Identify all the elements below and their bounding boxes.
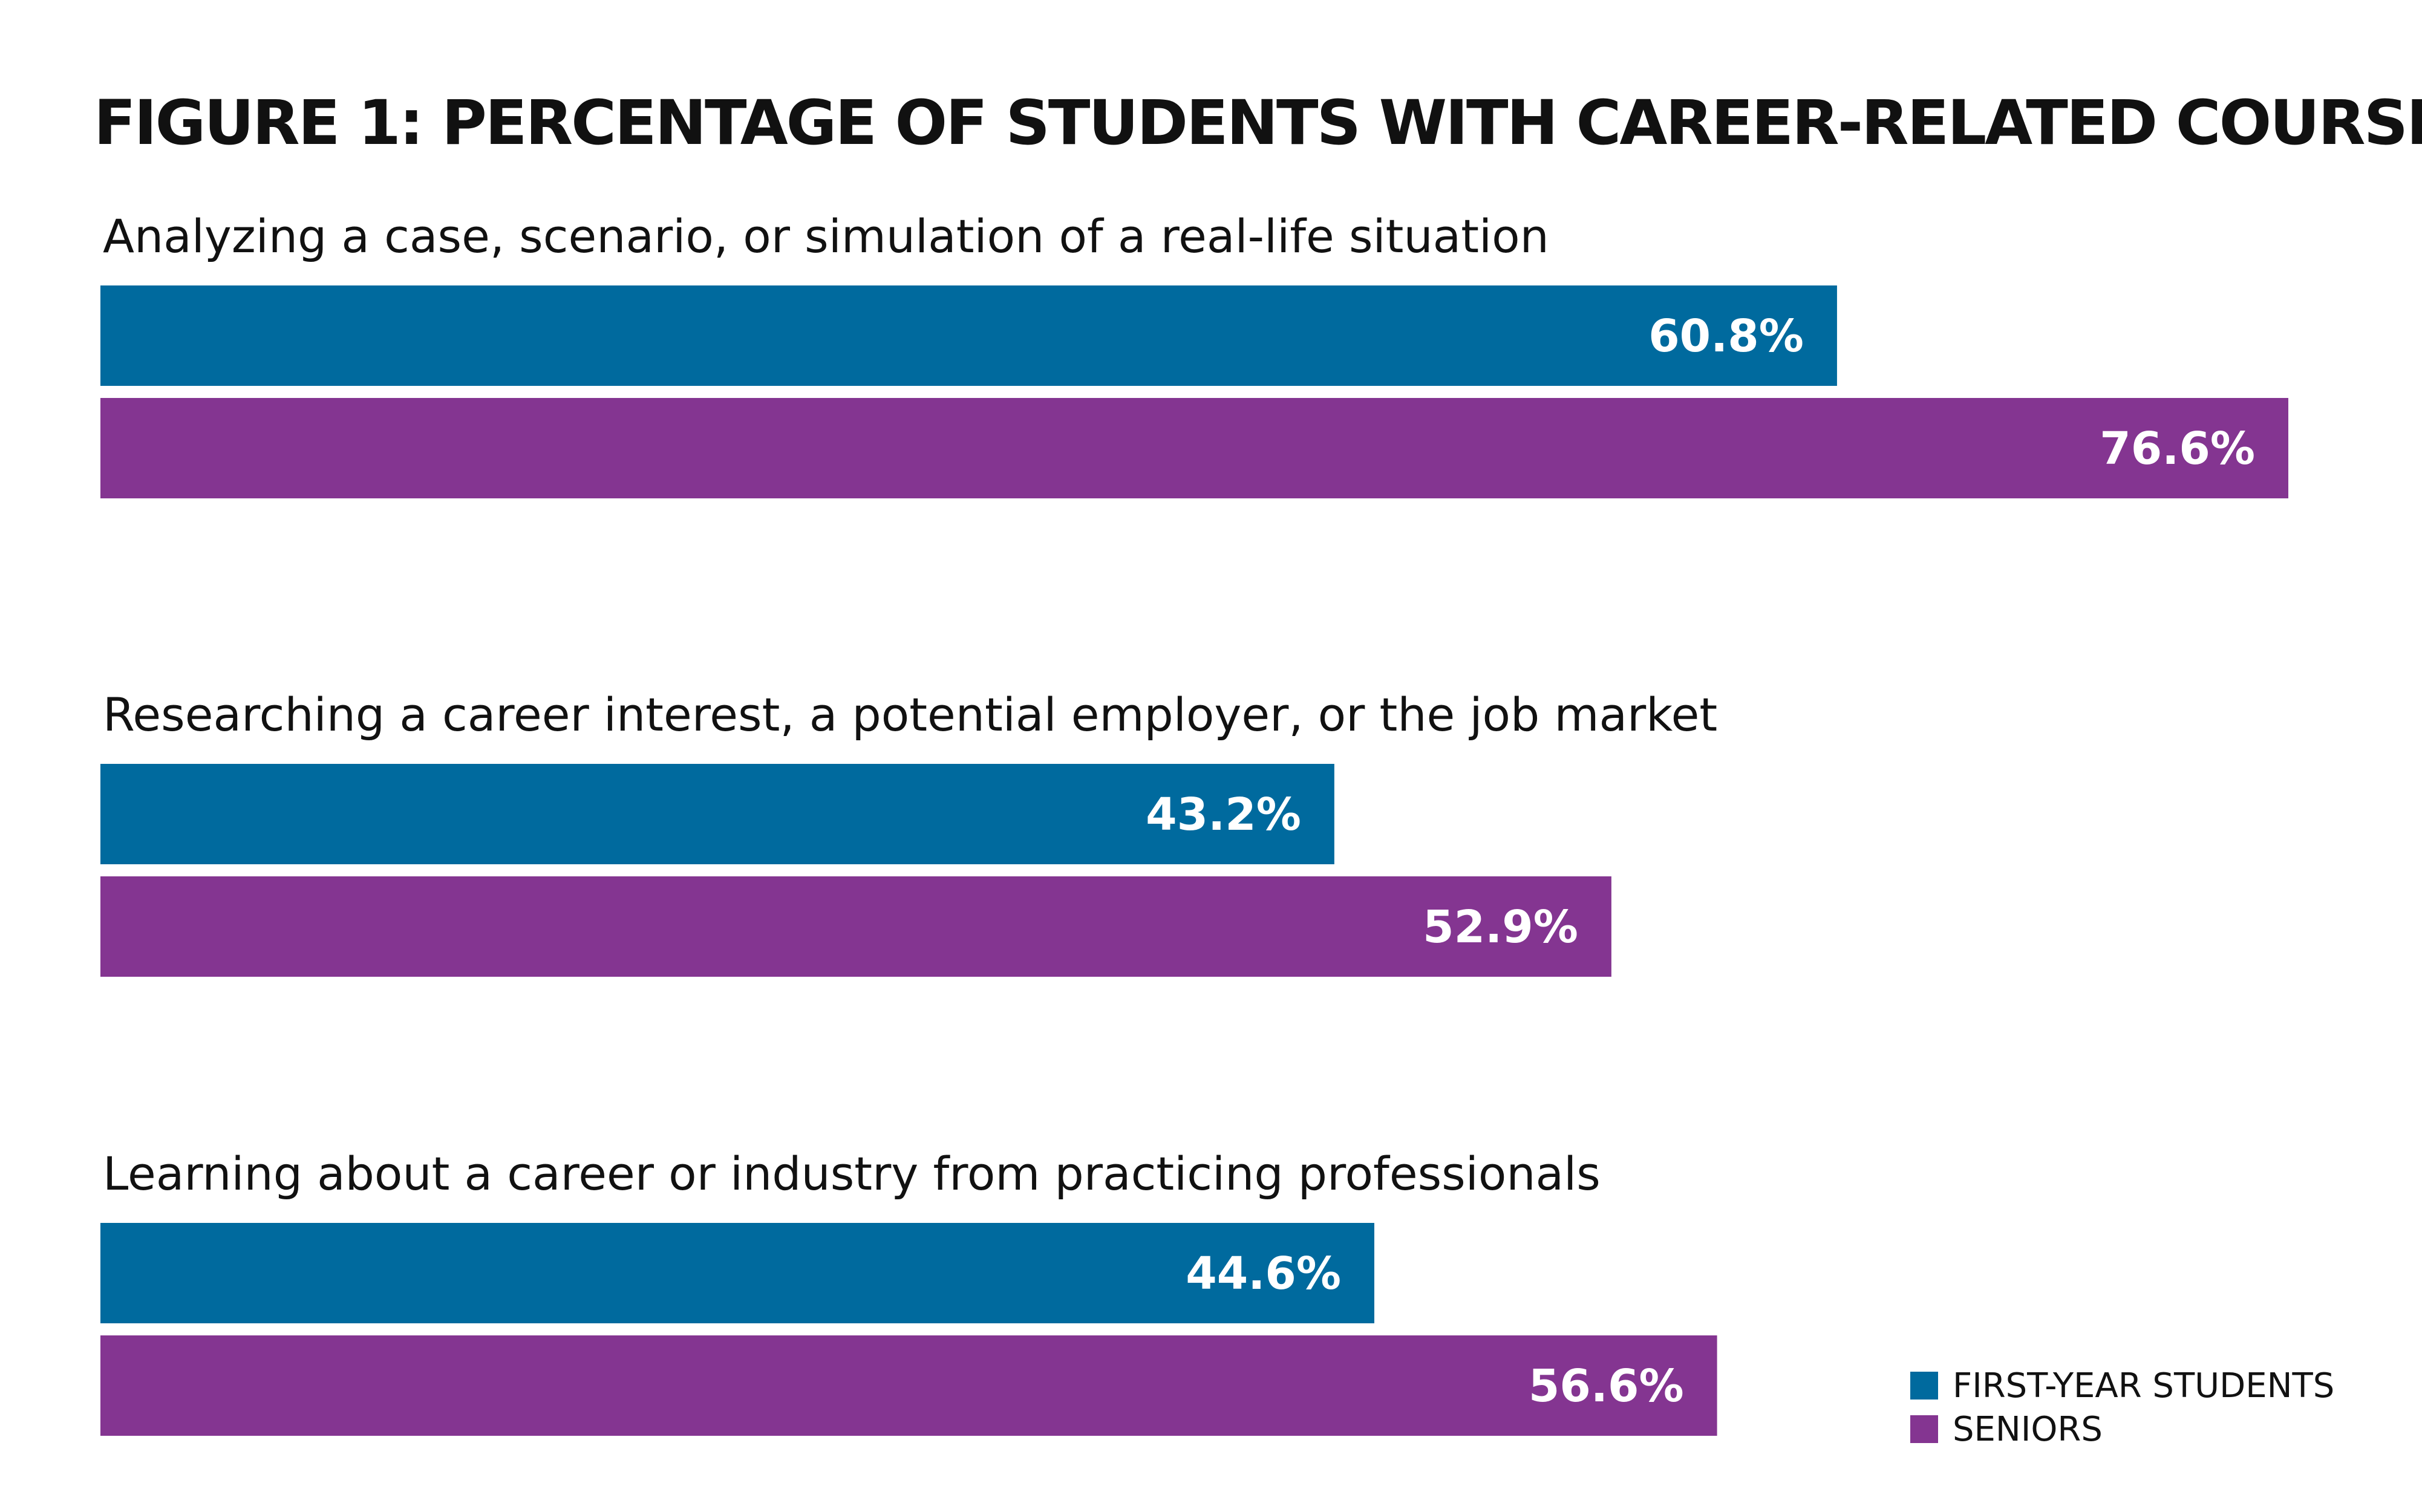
category-group: Researching a career interest, a potenti… [100,688,1717,977]
bars-layer: Analyzing a case, scenario, or simulatio… [100,209,2288,1436]
legend-swatch [1910,1415,1938,1443]
legend-label: FIRST-YEAR STUDENTS [1953,1366,2334,1406]
value-label: 44.6% [1186,1248,1341,1300]
bar-seniors [100,398,2288,498]
bar-first-year [100,764,1334,864]
value-label: 56.6% [1529,1360,1684,1412]
value-label: 52.9% [1423,901,1578,953]
value-label: 60.8% [1648,310,1804,362]
bar-first-year [100,1223,1374,1323]
value-label: 43.2% [1146,789,1301,841]
legend-item: SENIORS [1910,1410,2103,1449]
bar-seniors [100,1335,1717,1436]
category-group: Learning about a career or industry from… [100,1147,1717,1436]
value-label: 76.6% [2100,423,2255,475]
legend-swatch [1910,1372,1938,1400]
category-group: Analyzing a case, scenario, or simulatio… [100,209,2288,498]
bar-seniors [100,876,1611,977]
legend-item: FIRST-YEAR STUDENTS [1910,1366,2334,1406]
category-label: Analyzing a case, scenario, or simulatio… [103,209,1549,263]
legend: FIRST-YEAR STUDENTS SENIORS [1910,1366,2334,1449]
legend-label: SENIORS [1953,1410,2103,1449]
category-label: Researching a career interest, a potenti… [103,688,1717,741]
bar-first-year [100,285,1837,386]
chart-title: FIGURE 1: PERCENTAGE OF STUDENTS WITH CA… [94,87,2422,159]
category-label: Learning about a career or industry from… [103,1147,1601,1201]
